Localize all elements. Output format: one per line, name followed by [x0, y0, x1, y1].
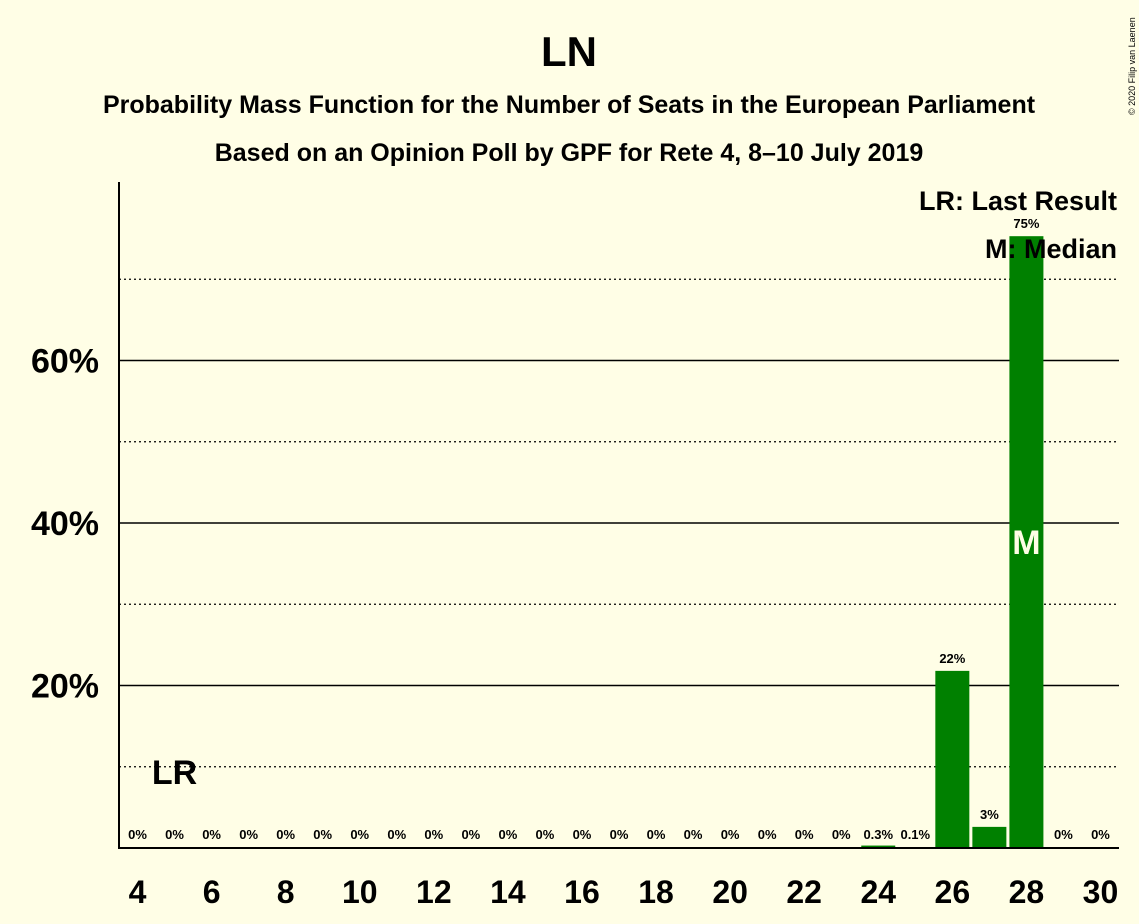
- y-tick-labels: 20% 40% 60%: [31, 343, 99, 706]
- bar-label-30: 0%: [1091, 827, 1110, 842]
- markers: LR M: [152, 524, 1041, 792]
- last-result-marker: LR: [152, 754, 197, 792]
- bar-label-9: 0%: [313, 827, 332, 842]
- bar-label-18: 0%: [647, 827, 666, 842]
- bar-label-7: 0%: [239, 827, 258, 842]
- bar-label-8: 0%: [276, 827, 295, 842]
- bar-27: [972, 826, 1007, 848]
- x-tick-label-20: 20: [712, 874, 748, 910]
- copyright-text: © 2020 Filip van Laenen: [1127, 17, 1137, 115]
- bar-label-27: 3%: [980, 807, 999, 822]
- bar-label-15: 0%: [536, 827, 555, 842]
- bar-label-13: 0%: [461, 827, 480, 842]
- bar-label-19: 0%: [684, 827, 703, 842]
- x-tick-label-28: 28: [1009, 874, 1045, 910]
- bar-28: [1009, 236, 1044, 848]
- bar-label-16: 0%: [573, 827, 592, 842]
- x-tick-label-22: 22: [786, 874, 822, 910]
- x-tick-label-14: 14: [490, 874, 526, 910]
- median-marker: M: [1012, 524, 1040, 562]
- x-tick-labels: 4 6 8 10 12 14 16 18 20 22 24 26 28 30: [129, 874, 1119, 910]
- bar-label-12: 0%: [424, 827, 443, 842]
- bar-label-14: 0%: [498, 827, 517, 842]
- y-tick-label-60: 60%: [31, 343, 99, 381]
- bar-label-6: 0%: [202, 827, 221, 842]
- bar-26: [935, 670, 970, 848]
- bar-label-28: 75%: [1013, 216, 1039, 231]
- y-tick-label-20: 20%: [31, 668, 99, 706]
- bar-label-24: 0.3%: [863, 827, 893, 842]
- y-tick-label-40: 40%: [31, 505, 99, 543]
- x-tick-label-30: 30: [1083, 874, 1119, 910]
- x-tick-label-18: 18: [638, 874, 674, 910]
- bars: [861, 236, 1044, 848]
- x-tick-label-16: 16: [564, 874, 600, 910]
- bar-label-21: 0%: [758, 827, 777, 842]
- x-tick-label-26: 26: [935, 874, 971, 910]
- x-tick-label-12: 12: [416, 874, 452, 910]
- x-tick-label-24: 24: [860, 874, 896, 910]
- bar-label-29: 0%: [1054, 827, 1073, 842]
- x-tick-label-6: 6: [203, 874, 221, 910]
- legend-median: M: Median: [985, 234, 1117, 264]
- legend-last-result: LR: Last Result: [919, 186, 1117, 216]
- bar-label-17: 0%: [610, 827, 629, 842]
- bar-label-26: 22%: [939, 651, 965, 666]
- chart-title: LN: [541, 28, 597, 75]
- bar-label-11: 0%: [387, 827, 406, 842]
- axes: [118, 182, 1119, 849]
- bar-24: [861, 845, 896, 848]
- bar-label-20: 0%: [721, 827, 740, 842]
- bar-label-23: 0%: [832, 827, 851, 842]
- bar-label-5: 0%: [165, 827, 184, 842]
- bar-label-4: 0%: [128, 827, 147, 842]
- gridlines: [119, 278, 1119, 768]
- chart-subtitle-2: Based on an Opinion Poll by GPF for Rete…: [215, 139, 924, 167]
- chart-subtitle: Probability Mass Function for the Number…: [103, 91, 1036, 119]
- x-tick-label-4: 4: [129, 874, 147, 910]
- bar-label-25: 0.1%: [900, 827, 930, 842]
- bar-labels: 0% 0% 0% 0% 0% 0% 0% 0% 0% 0% 0% 0% 0% 0% 0% 0% 0% 0% 0% 0%…: [128, 216, 1110, 842]
- x-tick-label-10: 10: [342, 874, 378, 910]
- x-tick-label-8: 8: [277, 874, 295, 910]
- bar-label-10: 0%: [350, 827, 369, 842]
- bar-label-22: 0%: [795, 827, 814, 842]
